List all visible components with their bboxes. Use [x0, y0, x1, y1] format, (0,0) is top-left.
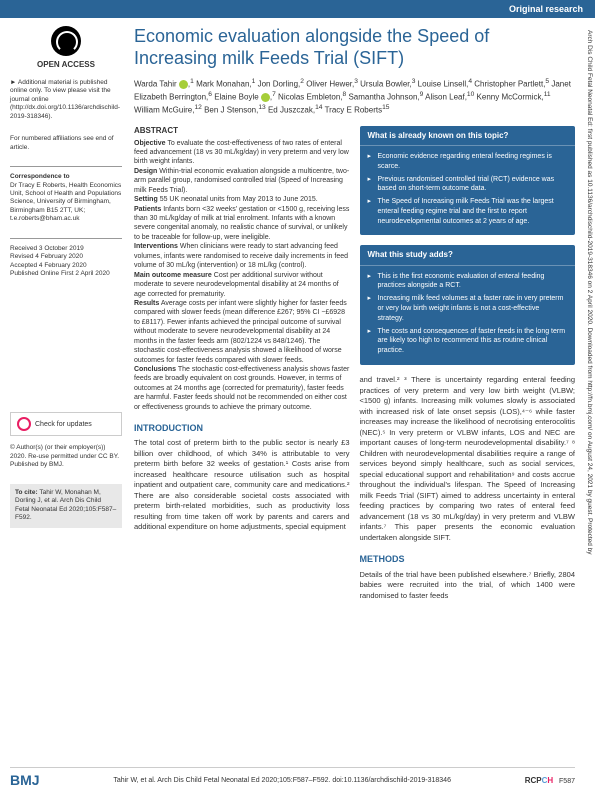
cite-label: To cite:: [15, 489, 38, 496]
intro-body: The total cost of preterm birth to the p…: [134, 438, 350, 533]
updates-icon: [17, 417, 31, 431]
updates-label: Check for updates: [35, 421, 92, 428]
license-text: © Author(s) (or their employer(s)) 2020.…: [10, 444, 122, 475]
adds-item: The costs and consequences of faster fee…: [368, 327, 568, 356]
abstract-results: Results Average costs per infant were sl…: [134, 299, 350, 365]
abstract-patients: Patients Infants born <32 weeks' gestati…: [134, 205, 350, 243]
adds-box: What this study adds? This is the first …: [360, 245, 576, 365]
header-label: Original research: [509, 4, 583, 14]
footer: BMJ Tahir W, et al. Arch Dis Child Fetal…: [10, 767, 575, 788]
footer-right: RCPCH F587: [525, 776, 575, 785]
abstract-heading: ABSTRACT: [134, 126, 350, 137]
two-column-layout: ABSTRACT Objective To evaluate the cost-…: [134, 126, 575, 601]
authors-list: Warda Tahir ,1 Mark Monahan,1 Jon Dorlin…: [134, 77, 575, 116]
methods-body: Details of the trial have been published…: [360, 570, 576, 602]
abstract-interventions: Interventions When clinicians were ready…: [134, 242, 350, 270]
orcid-icon: [261, 93, 270, 102]
correspondence-text: Dr Tracy E Roberts, Health Economics Uni…: [10, 182, 122, 224]
orcid-icon: [179, 80, 188, 89]
correspondence-block: Correspondence to Dr Tracy E Roberts, He…: [10, 166, 122, 230]
abstract-conclusions: Conclusions The stochastic cost-effectiv…: [134, 365, 350, 412]
page-number: F587: [559, 778, 575, 785]
open-access-icon: [51, 26, 81, 56]
intro-heading: INTRODUCTION: [134, 422, 350, 434]
supplemental-note: ► Additional material is published onlin…: [10, 79, 122, 127]
cite-box: To cite: Tahir W, Monahan M, Dorling J, …: [10, 484, 122, 528]
rcpch-logo: RCPCH: [525, 776, 553, 785]
open-access-block: OPEN ACCESS: [10, 26, 122, 69]
side-citation: Arch Dis Child Fetal Neonatal Ed: first …: [586, 30, 593, 750]
header-bar: Original research: [0, 0, 595, 18]
adds-item: This is the first economic evaluation of…: [368, 272, 568, 292]
known-box: What is already known on this topic? Eco…: [360, 126, 576, 236]
affiliations-note: For numbered affiliations see end of art…: [10, 135, 122, 158]
known-item: Previous randomised controlled trial (RC…: [368, 175, 568, 195]
open-access-label: OPEN ACCESS: [10, 60, 122, 69]
abstract-outcome: Main outcome measure Cost per additional…: [134, 271, 350, 299]
abstract-column: ABSTRACT Objective To evaluate the cost-…: [134, 126, 350, 601]
bmj-logo: BMJ: [10, 772, 40, 788]
abstract-design: Design Within-trial economic evaluation …: [134, 167, 350, 195]
main-column: Economic evaluation alongside the Speed …: [130, 26, 575, 601]
right-column: What is already known on this topic? Eco…: [360, 126, 576, 601]
adds-box-header: What this study adds?: [360, 245, 576, 265]
abstract-objective: Objective To evaluate the cost-effective…: [134, 139, 350, 167]
footer-citation: Tahir W, et al. Arch Dis Child Fetal Neo…: [113, 777, 451, 784]
methods-heading: METHODS: [360, 553, 576, 566]
dates-block: Received 3 October 2019 Revised 4 Februa…: [10, 238, 122, 285]
right-body-text: and travel.² ³ There is uncertainty rega…: [360, 375, 576, 543]
correspondence-heading: Correspondence to: [10, 173, 122, 181]
check-updates-button[interactable]: Check for updates: [10, 412, 122, 436]
known-item: Economic evidence regarding enteral feed…: [368, 152, 568, 172]
known-box-header: What is already known on this topic?: [360, 126, 576, 146]
left-sidebar: OPEN ACCESS ► Additional material is pub…: [10, 26, 130, 601]
known-item: The Speed of Increasing milk Feeds Trial…: [368, 197, 568, 226]
adds-box-list: This is the first economic evaluation of…: [368, 272, 568, 356]
article-title: Economic evaluation alongside the Speed …: [134, 26, 575, 69]
adds-item: Increasing milk feed volumes at a faster…: [368, 294, 568, 323]
known-box-list: Economic evidence regarding enteral feed…: [368, 152, 568, 227]
content-wrap: OPEN ACCESS ► Additional material is pub…: [0, 18, 595, 601]
abstract-setting: Setting 55 UK neonatal units from May 20…: [134, 195, 350, 204]
